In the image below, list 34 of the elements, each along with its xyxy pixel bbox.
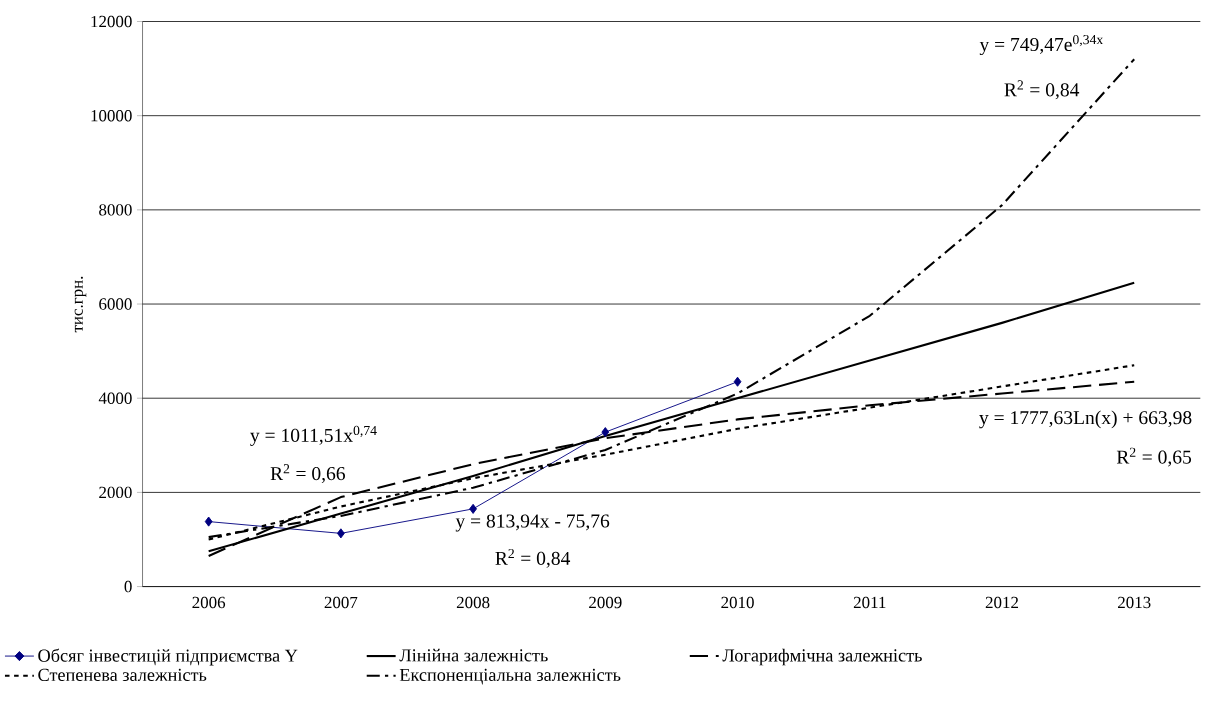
- y-tick-label: 6000: [99, 298, 132, 310]
- y-tick-label: 12000: [91, 15, 132, 27]
- annotation: R$^{2}$ = 0,66: [270, 463, 346, 483]
- x-tick-label: 2012: [985, 596, 1019, 608]
- annotation: y = 1777,63Ln(x) + 663,98: [979, 410, 1192, 429]
- annotation: y = 813,94x - 75,76: [455, 514, 610, 532]
- annotation: y = 1011,51x$^{0,74}$: [250, 425, 377, 446]
- x-tick-label: 2006: [192, 596, 226, 608]
- x-tick-label: 2008: [456, 596, 490, 608]
- point: [204, 516, 213, 527]
- point: [469, 503, 477, 514]
- annotation: R$^{2}$ = 0,65: [1116, 447, 1192, 467]
- y-tick-label: 8000: [99, 203, 132, 216]
- y-tick-label: 10000: [91, 109, 132, 122]
- legend-label: Обсяг інвестицій підприємства Y: [38, 648, 298, 666]
- point: [601, 426, 610, 437]
- annotation: y = 749,47e$^{0,34x}$: [979, 34, 1104, 55]
- annotation: R$^{2}$ = 0,84: [495, 548, 571, 568]
- x-tick-label: 2010: [721, 596, 754, 608]
- x-tick-label: 2011: [853, 596, 886, 608]
- point: [337, 528, 345, 539]
- point: [733, 376, 742, 387]
- x-tick-label: 2013: [1118, 596, 1151, 608]
- annotation: R$^{2}$ = 0,84: [1004, 80, 1080, 99]
- legend-label: Лінійна залежність: [399, 648, 548, 662]
- legend-label: Степенева залежність: [38, 668, 207, 681]
- y-tick-label: 0: [124, 580, 132, 593]
- legend-label: Експоненціальна залежність: [399, 668, 621, 685]
- y-tick-label: 2000: [99, 486, 132, 498]
- legend-label: Логарифмічна залежність: [722, 648, 922, 666]
- x-tick-label: 2007: [324, 596, 358, 608]
- y-axis-title: тис.грн.: [74, 276, 87, 333]
- y-tick-label: 4000: [98, 392, 132, 404]
- x-tick-label: 2009: [589, 596, 622, 608]
